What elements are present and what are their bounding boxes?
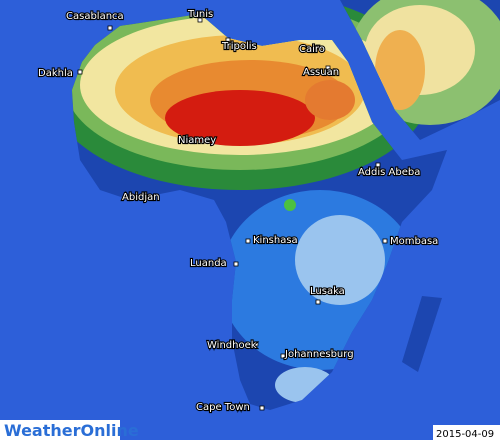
city-label: Niamey bbox=[178, 135, 216, 146]
city-label: Lusaka bbox=[310, 286, 345, 297]
city-label: Cairo bbox=[299, 44, 325, 55]
city-dot bbox=[325, 65, 331, 71]
city-label: Kinshasa bbox=[253, 235, 298, 246]
city-dot bbox=[259, 405, 265, 411]
date: 2015-04-09 bbox=[436, 429, 494, 440]
city-label: Luanda bbox=[190, 258, 227, 269]
city-label: Mombasa bbox=[390, 236, 438, 247]
city-dot bbox=[245, 238, 251, 244]
city-dot bbox=[197, 17, 203, 23]
city-dot bbox=[77, 69, 83, 75]
city-labels: Casablanca Tunis Tripolis Cairo Assuan Dakhla… bbox=[37, 8, 440, 414]
city-label: Dakhla bbox=[38, 68, 73, 79]
city-label: Tripolis bbox=[221, 41, 257, 52]
city-label: Assuan bbox=[303, 67, 339, 78]
city-label: Casablanca bbox=[66, 11, 124, 22]
city-label: Addis Abeba bbox=[358, 167, 420, 178]
city-dot bbox=[123, 193, 129, 199]
city-dot bbox=[382, 238, 388, 244]
city-label: Windhoek bbox=[207, 340, 257, 351]
city-dot bbox=[233, 261, 239, 267]
city-dot bbox=[225, 37, 231, 43]
city-dot bbox=[280, 353, 286, 359]
city-dot bbox=[177, 137, 183, 143]
city-dot bbox=[107, 25, 113, 31]
city-label: Johannesburg bbox=[284, 349, 354, 360]
city-label: Tunis bbox=[187, 9, 213, 20]
city-dot bbox=[315, 44, 321, 50]
city-label: Cape Town bbox=[196, 402, 250, 413]
logo: WeatherOnline bbox=[4, 421, 139, 440]
city-dot bbox=[375, 162, 381, 168]
city-label: Abidjan bbox=[122, 192, 160, 203]
city-dot bbox=[315, 299, 321, 305]
city-dot bbox=[253, 341, 259, 347]
date-box bbox=[433, 425, 500, 440]
logo-box bbox=[0, 420, 120, 440]
